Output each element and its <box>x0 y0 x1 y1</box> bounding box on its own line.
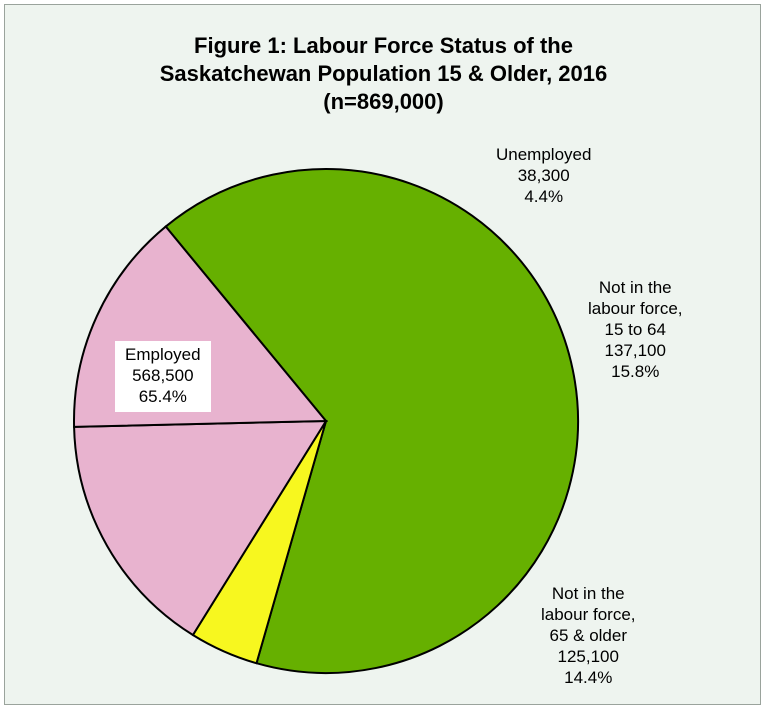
label-65-line-2: labour force, <box>541 605 636 624</box>
label-employed-name: Employed <box>125 345 201 364</box>
label-employed-value: 568,500 <box>132 366 194 385</box>
slice-employed <box>164 168 579 674</box>
label-unemployed-value: 38,300 <box>517 166 570 185</box>
label-unemployed-percent: 4.4% <box>524 187 564 206</box>
title-line-3: (n=869,000) <box>323 89 444 114</box>
label-65-percent: 14.4% <box>564 668 613 687</box>
label-employed-percent: 65.4% <box>138 387 187 406</box>
label-not-in-labour-65-older: Not in the labour force, 65 & older 125,… <box>541 583 636 688</box>
label-unemployed: Unemployed 38,300 4.4% <box>496 144 591 207</box>
label-employed: Employed 568,500 65.4% <box>115 341 211 412</box>
label-15-64-percent: 15.8% <box>611 362 660 381</box>
label-not-in-labour-15-64: Not in the labour force, 15 to 64 137,10… <box>588 277 683 382</box>
title-line-2: Saskatchewan Population 15 & Older, 2016 <box>159 61 608 86</box>
label-65-line-1: Not in the <box>551 584 625 603</box>
label-65-line-3: 65 & older <box>549 626 628 645</box>
label-15-64-line-1: Not in the <box>598 278 672 297</box>
slice-not-in-labour-15-64 <box>73 419 328 637</box>
label-15-64-line-3: 15 to 64 <box>604 320 666 339</box>
chart-title: Figure 1: Labour Force Status of the Sas… <box>0 32 767 116</box>
label-65-value: 125,100 <box>557 647 619 666</box>
label-15-64-line-2: labour force, <box>588 299 683 318</box>
label-unemployed-name: Unemployed <box>496 145 592 164</box>
title-line-1: Figure 1: Labour Force Status of the <box>194 33 573 58</box>
label-15-64-value: 137,100 <box>604 341 666 360</box>
